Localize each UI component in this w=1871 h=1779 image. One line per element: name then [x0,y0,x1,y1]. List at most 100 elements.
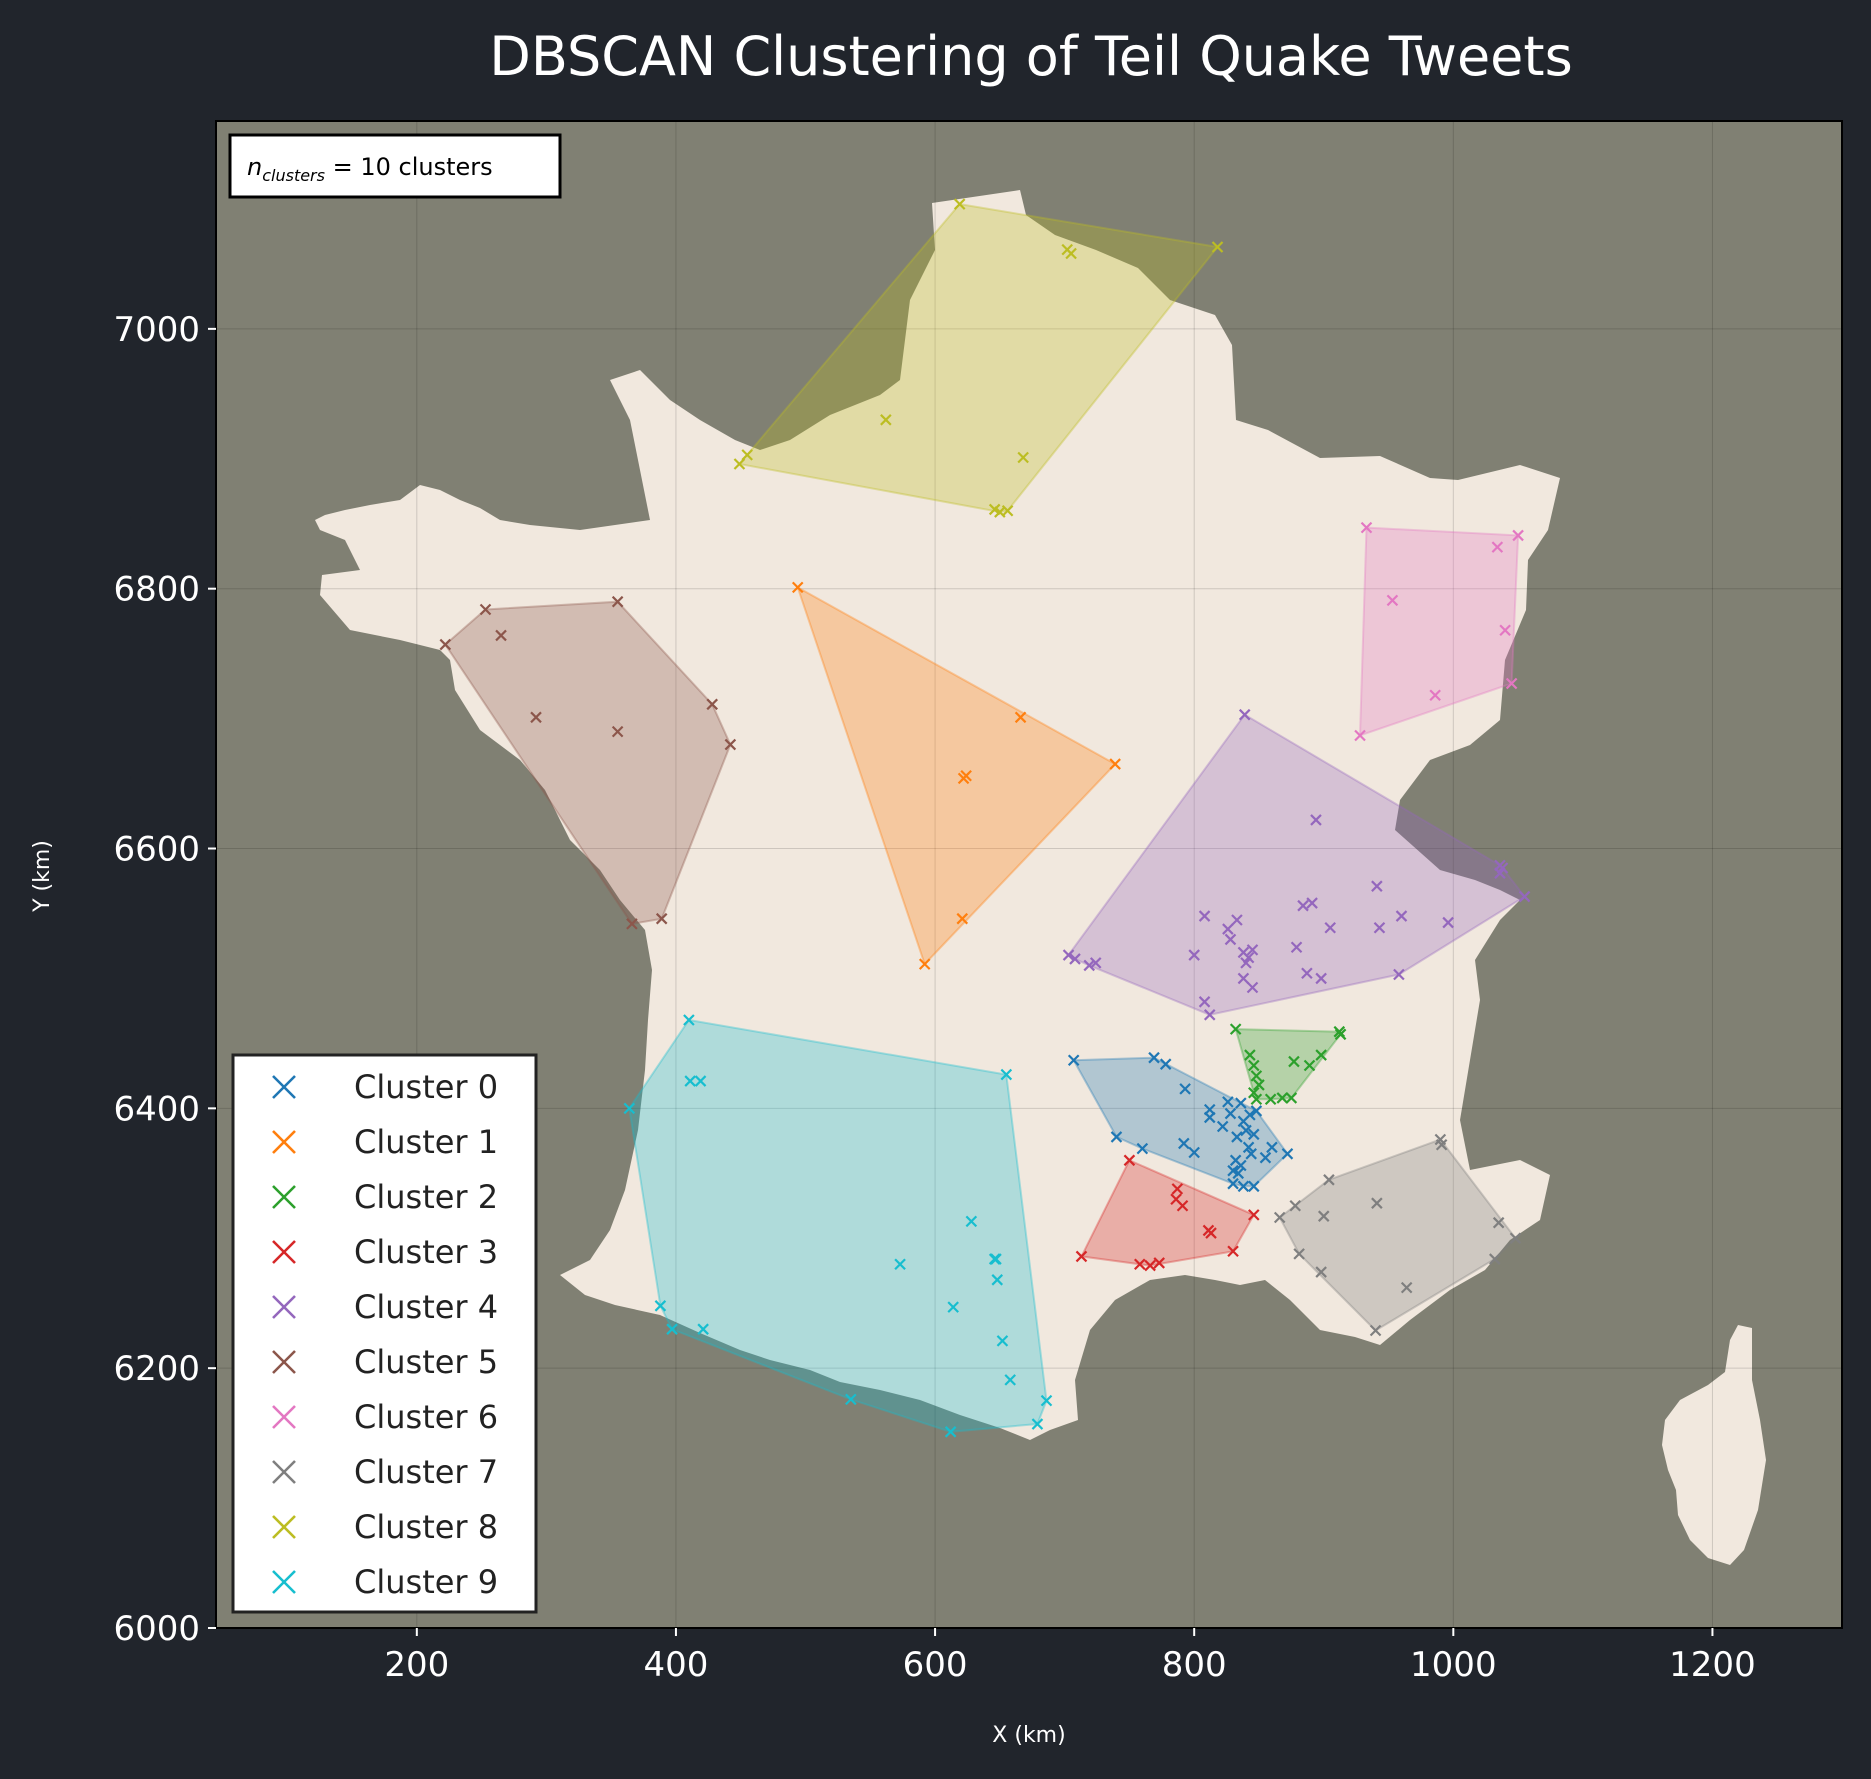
point-cluster-1 [1014,711,1027,724]
point-cluster-9 [684,1075,696,1087]
point-cluster-4 [1297,899,1309,912]
point-cluster-4 [1237,972,1250,985]
point-cluster-1 [956,912,969,925]
point-cluster-7 [1371,1197,1383,1209]
point-cluster-7 [1369,1324,1382,1337]
x-tick-label: 600 [903,1645,968,1685]
legend-label-cluster-7: Cluster 7 [354,1453,498,1491]
point-cluster-4 [1222,923,1234,935]
point-cluster-2 [1264,1093,1277,1106]
point-cluster-7 [1273,1211,1286,1224]
point-cluster-5 [724,738,737,751]
point-cluster-0 [1227,1177,1239,1190]
point-cluster-6 [1491,541,1504,553]
point-cluster-0 [1067,1054,1080,1067]
point-cluster-2 [1229,1023,1242,1035]
point-cluster-3 [1133,1258,1146,1271]
point-cluster-6 [1386,594,1399,607]
point-cluster-2 [1250,1070,1263,1082]
point-cluster-2 [1244,1049,1256,1061]
cluster-points [439,198,1531,1438]
point-cluster-4 [1395,910,1408,922]
hull-cluster-5 [443,600,732,925]
x-tick-label: 1200 [1669,1645,1756,1685]
svg-text:nclusters = 10 clusters: nclusters = 10 clusters [247,153,493,185]
y-tick-label: 6600 [113,830,200,870]
point-cluster-9 [845,1393,857,1406]
point-cluster-4 [1188,949,1200,961]
point-cluster-8 [1001,504,1014,517]
point-cluster-7 [1400,1281,1413,1294]
point-cluster-3 [1171,1183,1184,1195]
hull-cluster-0 [1072,1056,1289,1188]
point-cluster-9 [947,1301,959,1313]
point-cluster-9 [894,1258,906,1271]
legend-marker-cluster-5 [272,1350,296,1374]
point-cluster-6 [1360,521,1373,534]
point-cluster-7 [1492,1216,1505,1229]
point-cluster-9 [654,1300,667,1312]
point-cluster-4 [1083,959,1096,972]
point-cluster-1 [918,958,931,970]
point-cluster-0 [1222,1096,1234,1108]
annotation-symbol: n [247,153,262,181]
point-cluster-3 [1075,1250,1088,1263]
point-cluster-0 [1216,1120,1229,1133]
y-tick-label: 6200 [113,1349,200,1389]
legend-label-cluster-1: Cluster 1 [354,1123,498,1161]
legend-label-cluster-0: Cluster 0 [354,1068,498,1106]
legend-label-cluster-5: Cluster 5 [354,1343,498,1381]
point-cluster-7 [1488,1253,1501,1265]
y-tick-label: 6000 [113,1609,200,1649]
point-cluster-5 [479,603,492,616]
point-cluster-0 [1281,1148,1294,1160]
point-cluster-5 [626,918,638,930]
point-cluster-0 [1266,1141,1278,1154]
point-cluster-0 [1179,1083,1191,1095]
point-cluster-0 [1110,1131,1123,1143]
point-cluster-3 [1227,1245,1239,1258]
legend-marker-cluster-3 [272,1240,296,1264]
y-tick-label: 6800 [113,570,200,610]
legend-label-cluster-8: Cluster 8 [354,1508,498,1546]
point-cluster-9 [1040,1394,1053,1407]
point-cluster-5 [611,595,624,608]
legend-box [231,1053,538,1614]
point-cluster-7 [1315,1266,1327,1278]
x-tick-label: 400 [643,1645,708,1685]
point-cluster-7 [1323,1174,1335,1186]
point-cluster-3 [1248,1209,1260,1221]
point-cluster-8 [953,198,966,210]
legend-marker-cluster-0 [272,1075,296,1099]
x-axis: 200 400 600 800 1000 1200 [384,1628,1756,1685]
point-cluster-3 [1176,1200,1189,1212]
point-cluster-4 [1203,1009,1216,1021]
y-tick-label: 6400 [113,1089,200,1129]
point-cluster-8 [1211,241,1224,253]
point-cluster-9 [623,1102,636,1115]
legend-marker-cluster-8 [272,1515,296,1539]
point-cluster-5 [530,711,542,724]
point-cluster-9 [965,1215,978,1228]
point-cluster-4 [1224,933,1237,946]
point-cluster-4 [1246,981,1259,994]
point-cluster-0 [1259,1151,1272,1164]
legend-label-cluster-4: Cluster 4 [354,1288,498,1326]
point-cluster-0 [1136,1142,1149,1155]
point-cluster-6 [1429,689,1441,701]
point-cluster-9 [1000,1068,1013,1081]
point-cluster-9 [683,1014,695,1026]
point-cluster-2 [1253,1079,1265,1091]
point-cluster-8 [1017,451,1029,464]
point-cluster-0 [1242,1141,1255,1154]
point-cluster-5 [439,638,452,651]
point-cluster-8 [741,449,753,461]
point-cluster-3 [1123,1154,1136,1167]
point-cluster-4 [1310,814,1322,826]
point-cluster-7 [1293,1248,1305,1260]
point-cluster-3 [1153,1257,1165,1269]
hull-cluster-8 [737,203,1220,514]
cluster-count-annotation: nclusters = 10 clusters [228,133,562,199]
y-tick-label: 7000 [113,310,200,350]
